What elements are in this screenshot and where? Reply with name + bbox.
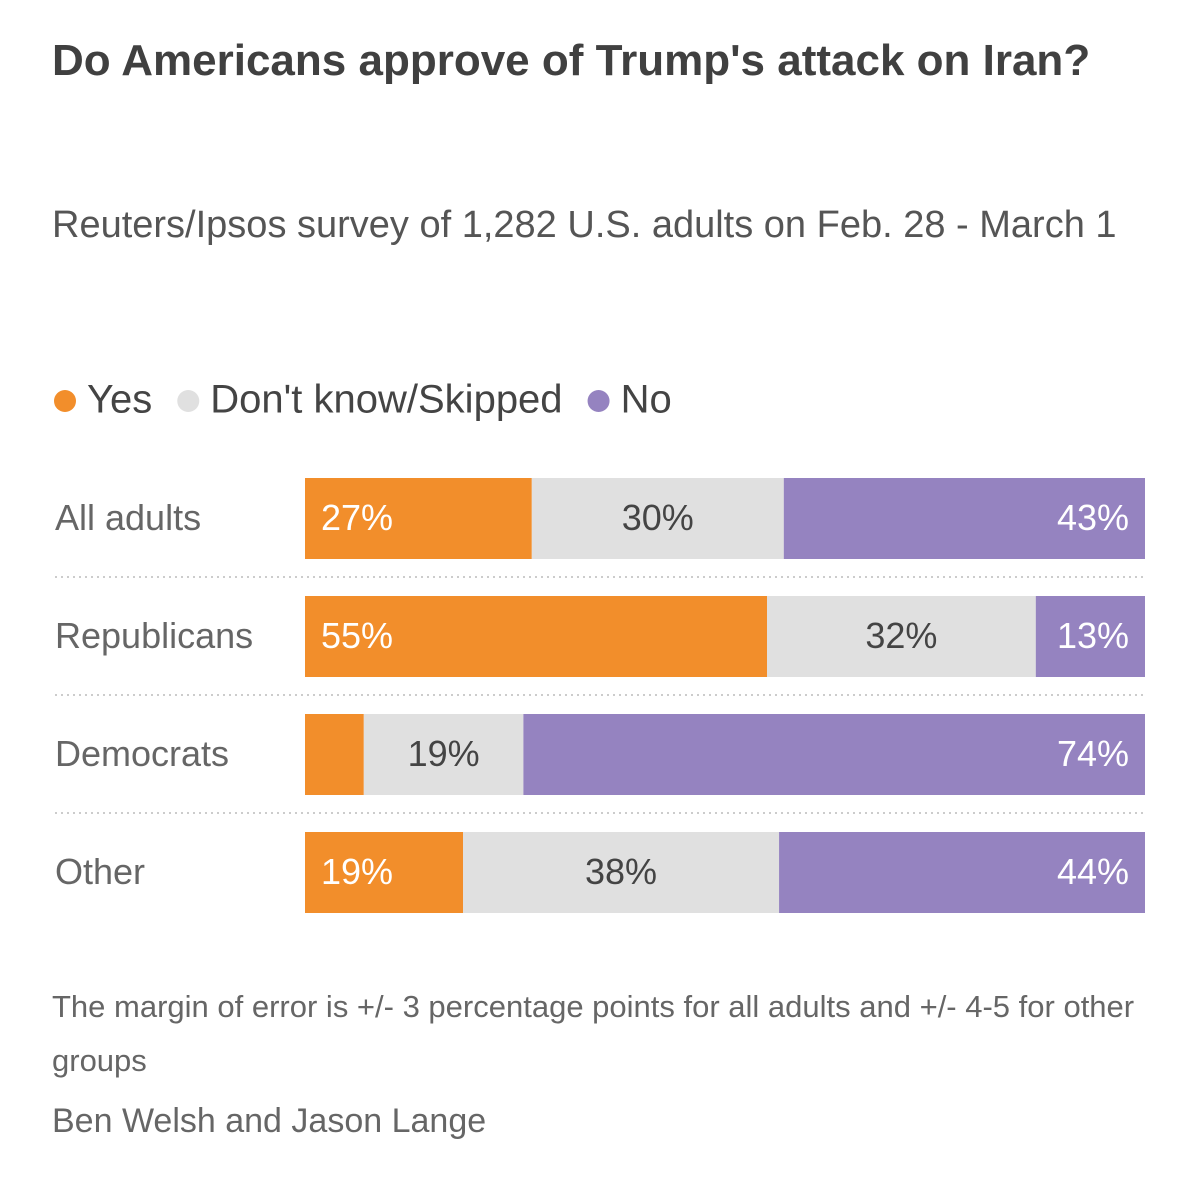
category-label: All adults [55, 497, 201, 538]
chart-subtitle: Reuters/Ipsos survey of 1,282 U.S. adult… [52, 204, 1117, 246]
chart-title: Do Americans approve of Trump's attack o… [52, 36, 1091, 85]
chart: Yes Don't know/Skipped No All adults 27% 30% 4… [54, 378, 1145, 913]
value-label: 44% [1057, 851, 1129, 892]
bar-segment [463, 832, 780, 913]
category-label: Democrats [55, 733, 229, 774]
value-label: 32% [865, 615, 937, 656]
legend-swatch [177, 390, 200, 412]
note: The margin of error is +/- 3 percentage … [52, 989, 1135, 1078]
bar-segment [363, 714, 524, 795]
bar-segment [305, 478, 532, 559]
bar-segment [305, 596, 767, 677]
value-label: 30% [622, 497, 694, 538]
value-label: 13% [1057, 615, 1129, 656]
bar-segment [305, 714, 364, 795]
legend-label: Don't know/Skipped [210, 378, 562, 422]
value-label: 38% [585, 851, 657, 892]
value-label: 27% [321, 497, 393, 538]
bar-segment [531, 478, 784, 559]
value-label: 19% [408, 733, 480, 774]
bar-segment [305, 832, 464, 913]
legend-label: No [621, 378, 672, 422]
legend-label: Yes [87, 378, 152, 422]
legend-swatch [54, 390, 76, 412]
bar-segment [523, 714, 1145, 795]
value-label: 43% [1057, 497, 1129, 538]
bar-segment [767, 596, 1036, 677]
legend-swatch [587, 390, 610, 412]
byline: Ben Welsh and Jason Lange [52, 1102, 487, 1140]
bar-segment [783, 478, 1145, 559]
value-label: 19% [321, 851, 393, 892]
bar-segment [779, 832, 1145, 913]
value-label: 55% [321, 615, 393, 656]
category-label: Other [55, 851, 145, 892]
value-label: 74% [1057, 733, 1129, 774]
category-label: Republicans [55, 615, 253, 656]
bar-segment [1035, 596, 1145, 677]
